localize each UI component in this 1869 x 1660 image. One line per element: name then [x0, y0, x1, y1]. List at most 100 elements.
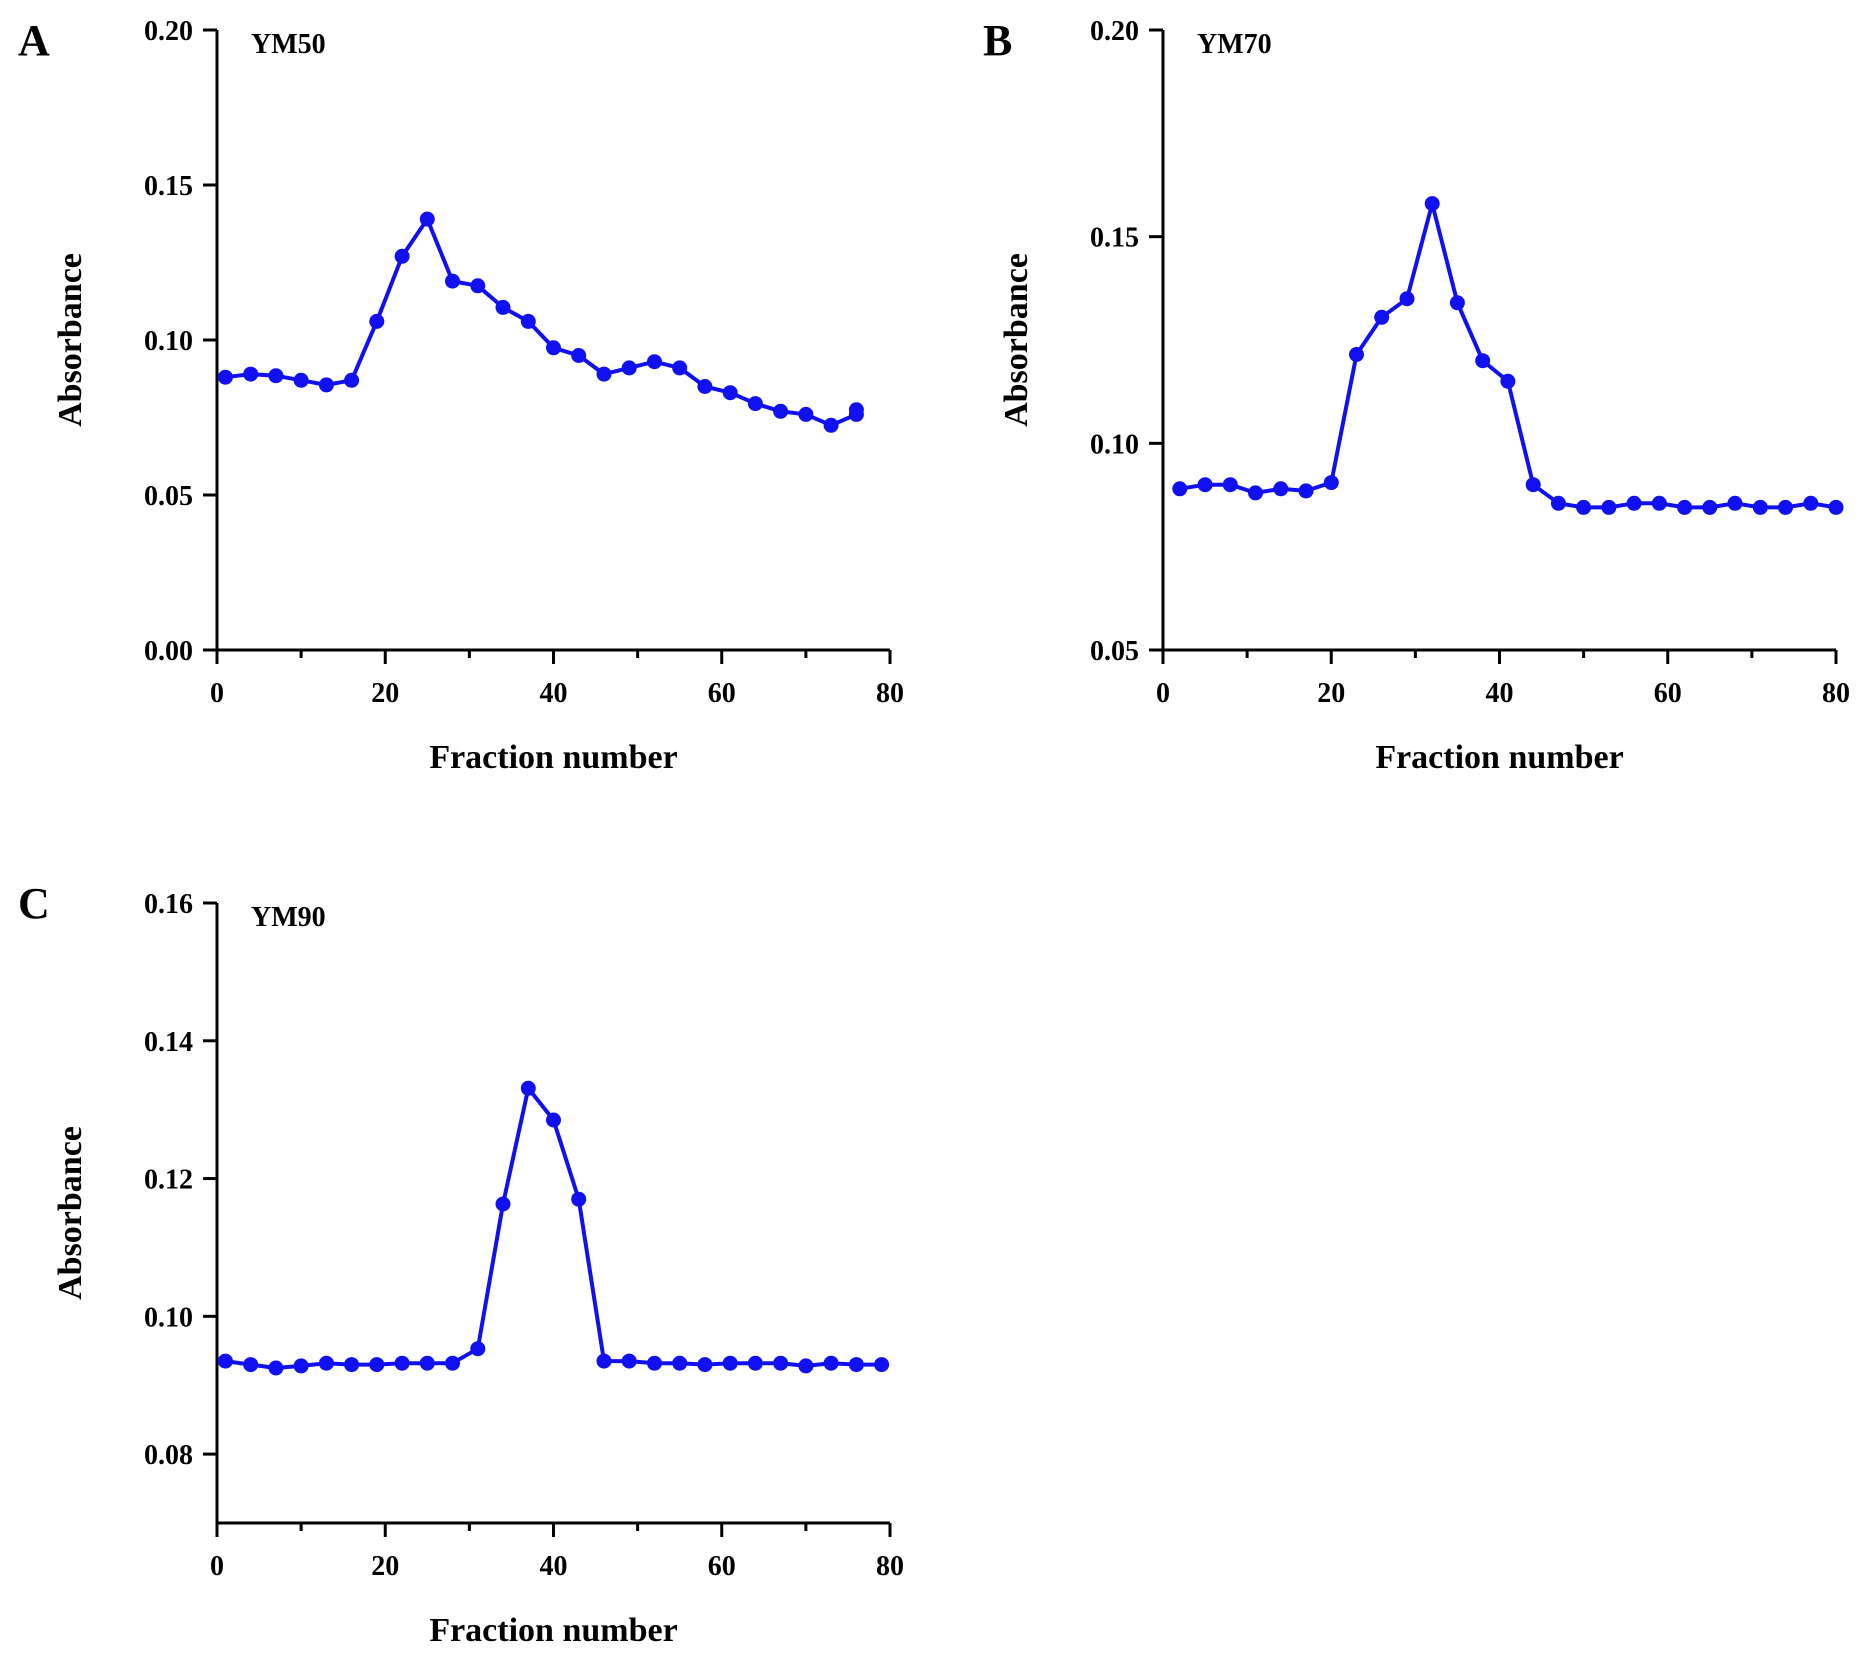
data-point [1349, 347, 1364, 362]
data-point [1576, 499, 1592, 515]
x-tick-label: 60 [708, 678, 736, 709]
data-point [318, 377, 334, 393]
data-point [419, 211, 435, 227]
data-point [621, 360, 637, 376]
y-tick-label: 0.15 [1090, 223, 1139, 254]
data-point [217, 369, 233, 385]
x-tick-label: 40 [1486, 678, 1514, 709]
data-point [596, 366, 612, 382]
x-tick-label: 0 [1156, 678, 1170, 709]
data-point [268, 368, 284, 384]
x-tick-label: 0 [210, 678, 224, 709]
data-point [773, 403, 789, 419]
data-point [747, 1355, 763, 1371]
x-tick-label: 0 [210, 1551, 224, 1582]
data-point [1778, 499, 1793, 515]
y-tick-label: 0.10 [144, 326, 193, 357]
data-point [1525, 477, 1541, 493]
data-point [369, 313, 385, 329]
x-tick-label: 40 [540, 678, 568, 709]
data-point [697, 379, 713, 394]
data-point [1222, 477, 1238, 493]
data-point [293, 1358, 309, 1374]
x-tick-label: 20 [1317, 678, 1345, 709]
data-point [1475, 353, 1491, 369]
data-point [1273, 481, 1289, 497]
data-point [520, 1080, 536, 1096]
x-tick-label: 60 [1654, 678, 1682, 709]
data-point [268, 1360, 284, 1376]
data-point [520, 313, 536, 329]
data-point [1424, 196, 1440, 212]
x-tick-label: 80 [876, 1551, 904, 1582]
data-point [823, 417, 839, 433]
data-point [596, 1353, 612, 1369]
y-axis-title: Absorbance [52, 253, 89, 427]
chart-panel-b: B YM70 0.05 0.10 0.15 0.20 0 20 40 60 80 Fraction n… [983, 16, 1850, 776]
data-point [1449, 295, 1465, 311]
y-tick-label: 0.15 [144, 171, 193, 202]
y-tick-label: 0.14 [144, 1027, 193, 1058]
data-point [1828, 499, 1844, 515]
series-name-label: YM50 [251, 29, 326, 60]
data-point [217, 1353, 233, 1369]
x-tick-label: 20 [371, 678, 399, 709]
data-point [470, 278, 486, 294]
data-point [848, 402, 864, 418]
data-point [1727, 495, 1743, 511]
data-point [1197, 477, 1213, 493]
data-point [1626, 495, 1642, 511]
data-point [445, 273, 460, 289]
data-point [647, 354, 662, 370]
x-tick-label: 60 [708, 1551, 736, 1582]
data-point [1172, 481, 1188, 497]
panel-label: A [18, 16, 50, 65]
data-point [1500, 373, 1516, 389]
x-axis-title: Fraction number [429, 1612, 677, 1649]
series-name-label: YM70 [1197, 29, 1272, 60]
data-point [1323, 475, 1339, 491]
data-point [1651, 495, 1667, 511]
data-point [1374, 309, 1390, 325]
y-axis-title: Absorbance [998, 253, 1035, 427]
series-line [1179, 201, 1837, 510]
chart-panel-c: C YM90 0.08 0.10 0.12 0.14 0.16 0 20 40 60 80 Fracti… [18, 879, 904, 1649]
y-tick-label: 0.05 [1090, 636, 1139, 667]
data-point [647, 1355, 662, 1371]
series-line [225, 217, 859, 428]
data-point [747, 396, 763, 412]
data-point [571, 348, 587, 363]
data-point [874, 1357, 890, 1373]
data-point [394, 1355, 410, 1371]
data-point [672, 360, 688, 376]
x-tick-label: 80 [876, 678, 904, 709]
data-point [798, 406, 814, 422]
data-point [798, 1358, 814, 1374]
data-point [419, 1355, 435, 1371]
series-name-label: YM90 [251, 902, 326, 933]
chart-panel-a: A YM50 0.00 0.05 0.10 0.15 0.20 0 20 40 60 80 Fracti… [18, 16, 904, 776]
data-point [495, 1196, 511, 1212]
data-point [773, 1355, 789, 1371]
data-point [495, 299, 511, 315]
series-line [225, 1086, 882, 1370]
data-point [823, 1355, 839, 1371]
data-point [1601, 499, 1617, 515]
y-tick-label: 0.10 [144, 1302, 193, 1333]
data-point [672, 1355, 688, 1371]
data-point [1248, 485, 1263, 501]
data-point [546, 1112, 561, 1128]
data-point [293, 372, 309, 388]
data-point [243, 366, 259, 382]
data-point [1803, 495, 1819, 511]
data-point [1702, 499, 1718, 515]
data-point [546, 340, 561, 356]
data-point [722, 1355, 738, 1371]
data-point [318, 1355, 334, 1371]
y-axis-title: Absorbance [52, 1126, 89, 1300]
data-point [394, 248, 410, 264]
y-tick-label: 0.05 [144, 481, 193, 512]
x-tick-label: 20 [371, 1551, 399, 1582]
data-point [344, 1357, 360, 1373]
